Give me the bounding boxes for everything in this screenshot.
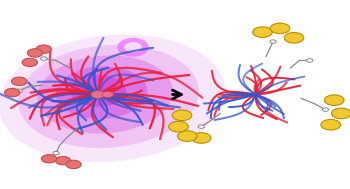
- Circle shape: [169, 121, 188, 132]
- Circle shape: [270, 40, 276, 43]
- Circle shape: [307, 59, 313, 62]
- Circle shape: [324, 95, 344, 105]
- Circle shape: [27, 49, 43, 57]
- Circle shape: [22, 58, 37, 67]
- Circle shape: [16, 89, 22, 92]
- Circle shape: [284, 33, 304, 43]
- Ellipse shape: [37, 55, 173, 134]
- Circle shape: [91, 91, 105, 98]
- Circle shape: [331, 108, 350, 119]
- Ellipse shape: [0, 35, 225, 162]
- Circle shape: [5, 88, 20, 97]
- Circle shape: [41, 155, 57, 163]
- Circle shape: [322, 108, 329, 111]
- Circle shape: [55, 156, 71, 165]
- Circle shape: [191, 133, 211, 143]
- Circle shape: [102, 91, 113, 98]
- Circle shape: [321, 119, 341, 130]
- Ellipse shape: [56, 66, 147, 119]
- Circle shape: [66, 160, 81, 169]
- Circle shape: [53, 151, 59, 155]
- Ellipse shape: [18, 45, 199, 148]
- Ellipse shape: [70, 75, 126, 107]
- Circle shape: [36, 45, 51, 53]
- Ellipse shape: [124, 42, 142, 52]
- Circle shape: [198, 125, 204, 128]
- Circle shape: [177, 131, 197, 141]
- Ellipse shape: [117, 38, 149, 57]
- Circle shape: [41, 57, 47, 60]
- Circle shape: [270, 23, 290, 34]
- Circle shape: [253, 27, 272, 37]
- Circle shape: [12, 77, 27, 85]
- Circle shape: [172, 110, 192, 121]
